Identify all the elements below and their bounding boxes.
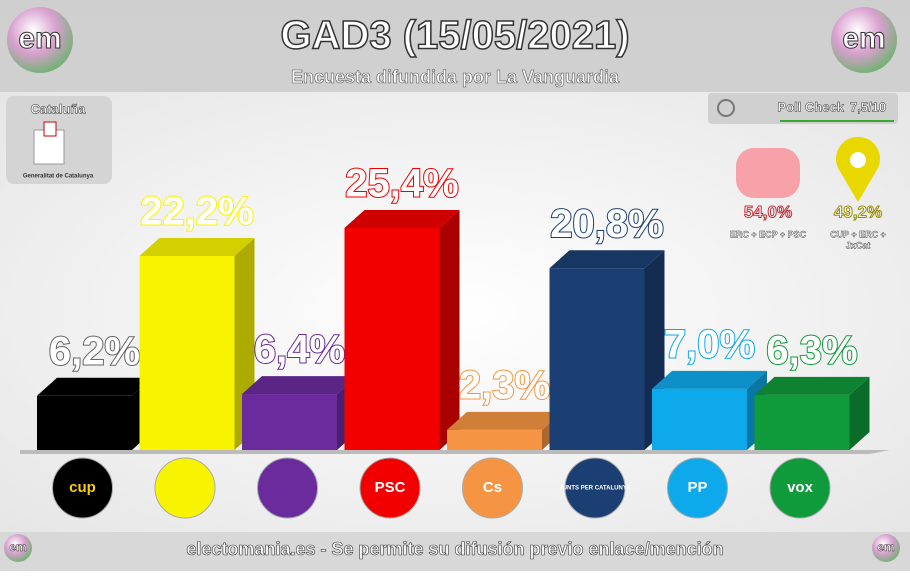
bar bbox=[652, 388, 747, 450]
party-logo bbox=[154, 457, 216, 519]
bloc-parties: JxCat bbox=[846, 240, 871, 250]
fist-icon bbox=[736, 148, 800, 198]
ballot-box bbox=[33, 129, 65, 165]
value-label: 2,3% bbox=[459, 363, 550, 407]
title: GAD3 (15/05/2021) bbox=[280, 14, 629, 58]
bar-top bbox=[754, 376, 870, 395]
bar bbox=[139, 255, 235, 450]
bar bbox=[242, 394, 337, 450]
poll-check-label: Poll Check bbox=[778, 99, 845, 114]
bar bbox=[344, 228, 440, 450]
value-label: 7,0% bbox=[664, 322, 755, 366]
region-logo-text: Generalitat de Catalunya bbox=[23, 174, 94, 180]
bar bbox=[447, 429, 542, 450]
party-logo-text: cup bbox=[69, 479, 96, 496]
bar-side bbox=[439, 210, 460, 450]
party-logo bbox=[564, 457, 626, 519]
bar-top bbox=[344, 210, 460, 228]
party-logo bbox=[359, 457, 421, 519]
em-logo-text: em bbox=[18, 22, 61, 55]
bloc-parties: ERC + ECP + PSC bbox=[730, 229, 807, 239]
party-logo bbox=[257, 457, 318, 519]
pin-icon bbox=[836, 136, 880, 202]
party-logo-text: PSC bbox=[375, 479, 406, 496]
target-icon bbox=[717, 99, 735, 117]
party-logo bbox=[462, 457, 523, 519]
ballot bbox=[43, 121, 57, 137]
bar-top bbox=[549, 250, 665, 269]
party-logo-text: Cs bbox=[483, 479, 502, 496]
value-label: 6,2% bbox=[49, 329, 140, 373]
bar-top bbox=[37, 377, 152, 396]
footer: electomania.es - Se permite su difusión … bbox=[186, 539, 723, 559]
bar-side bbox=[849, 376, 870, 450]
bar-top bbox=[652, 370, 767, 389]
bar bbox=[754, 394, 850, 450]
em-logo bbox=[872, 534, 900, 562]
bar bbox=[549, 268, 645, 450]
bar-top bbox=[242, 376, 357, 395]
em-logo-text: em bbox=[842, 22, 885, 55]
region-name: Cataluña bbox=[31, 101, 87, 116]
party-logo bbox=[769, 457, 831, 519]
poll-check-score: 7,5/10 bbox=[850, 99, 886, 114]
bloc-value: 54,0% bbox=[744, 202, 792, 221]
value-label: 6,4% bbox=[254, 328, 345, 372]
em-logo bbox=[831, 7, 897, 73]
bloc-parties: CUP + ERC + bbox=[830, 229, 886, 239]
em-logo bbox=[4, 534, 32, 562]
bar bbox=[37, 395, 132, 450]
party-logo-text: PP bbox=[687, 479, 707, 496]
party-logo bbox=[52, 457, 113, 519]
em-logo-text: em bbox=[9, 540, 26, 554]
poll-check: Poll Check 7,5/10 bbox=[708, 93, 898, 124]
region-box: Cataluña Generalitat de Catalunya bbox=[6, 96, 112, 184]
value-label: 22,2% bbox=[140, 190, 253, 234]
party-logo-text: vox bbox=[787, 479, 814, 496]
bar-top bbox=[139, 237, 255, 256]
subtitle: Encuesta difundida por La Vanguardia bbox=[291, 67, 620, 87]
bloc-value: 49,2% bbox=[834, 202, 882, 221]
poll-check-bg bbox=[708, 93, 898, 124]
bar-top bbox=[447, 411, 562, 430]
em-logo-text: em bbox=[877, 540, 894, 554]
value-label: 20,8% bbox=[550, 202, 663, 246]
value-label: 25,4% bbox=[345, 162, 458, 206]
floor bbox=[20, 450, 890, 454]
logos: em em em em bbox=[4, 7, 900, 562]
value-label: 6,3% bbox=[766, 328, 857, 372]
em-logo bbox=[7, 7, 73, 73]
party-logo bbox=[667, 457, 728, 519]
pin-hole bbox=[850, 152, 866, 168]
party-logo-text: JUNTS PER CATALUNYA bbox=[559, 486, 631, 492]
